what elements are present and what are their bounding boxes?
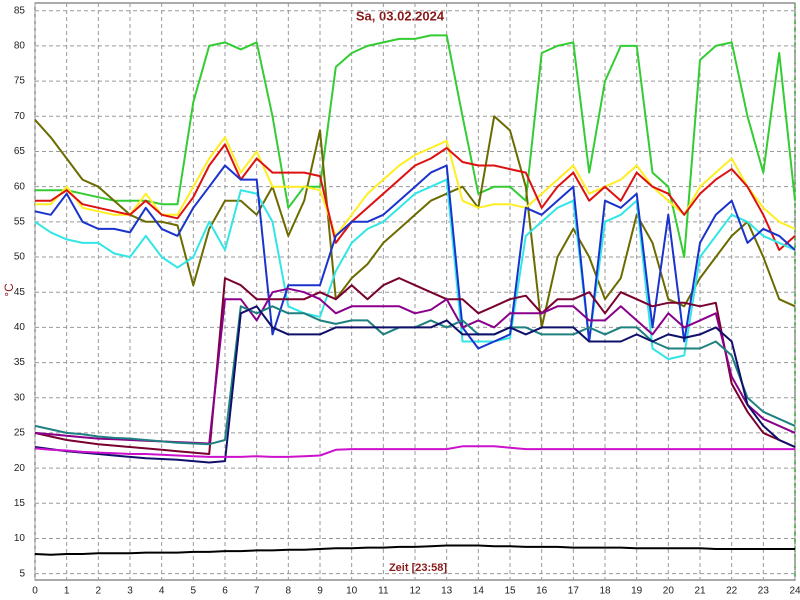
x-tick-label: 6 (222, 586, 228, 597)
x-tick-label: 19 (631, 586, 643, 597)
x-tick-label: 7 (254, 586, 260, 597)
y-tick-label: 60 (14, 181, 26, 192)
y-tick-label: 50 (14, 252, 26, 263)
x-tick-label: 8 (286, 586, 292, 597)
x-tick-label: 15 (504, 586, 516, 597)
y-tick-label: 5 (19, 568, 25, 579)
series-line (35, 143, 796, 251)
series-line (34, 164, 796, 350)
chart-title: Sa, 03.02.2024 (356, 8, 445, 23)
x-tick-label: 21 (694, 586, 706, 597)
x-tick-label: 10 (346, 586, 358, 597)
x-tick-label: 0 (32, 586, 38, 597)
x-tick-label: 11 (378, 586, 389, 597)
y-tick-label: 15 (14, 498, 26, 509)
y-axis-label: °C (2, 283, 16, 297)
y-tick-label: 10 (14, 533, 26, 544)
x-tick-label: 18 (599, 586, 611, 597)
y-tick-label: 30 (14, 392, 26, 403)
x-tick-label: 9 (317, 586, 323, 597)
x-tick-label: 16 (536, 586, 548, 597)
x-tick-label: 23 (758, 586, 770, 597)
x-tick-label: 13 (441, 586, 453, 597)
y-tick-label: 80 (14, 41, 26, 52)
x-tick-label: 4 (159, 586, 165, 597)
y-tick-label: 70 (14, 111, 26, 122)
x-tick-label: 1 (64, 586, 70, 597)
series-line (34, 544, 795, 556)
x-tick-label: 14 (473, 586, 485, 597)
x-axis-label: Zeit [23:58] (389, 562, 447, 574)
series-line (34, 178, 796, 361)
series-line (35, 34, 796, 258)
y-tick-label: 20 (14, 463, 26, 474)
y-tick-label: 65 (14, 146, 26, 157)
x-tick-label: 5 (191, 586, 197, 597)
series-line (34, 115, 796, 329)
y-tick-label: 35 (14, 357, 26, 368)
x-tick-label: 24 (789, 586, 800, 597)
series-line (34, 445, 795, 458)
y-tick-label: 55 (14, 216, 26, 227)
x-tick-label: 20 (663, 586, 675, 597)
x-tick-label: 3 (127, 586, 133, 597)
y-tick-label: 85 (14, 5, 26, 16)
y-tick-label: 25 (14, 428, 26, 439)
series-line (34, 305, 796, 464)
x-tick-label: 17 (568, 586, 580, 597)
x-tick-label: 12 (409, 586, 421, 597)
x-tick-label: 2 (96, 586, 102, 597)
x-tick-label: 22 (726, 586, 738, 597)
y-tick-label: 40 (14, 322, 26, 333)
series-line (34, 277, 796, 455)
y-tick-label: 75 (14, 76, 26, 87)
y-tick-label: 45 (14, 287, 26, 298)
